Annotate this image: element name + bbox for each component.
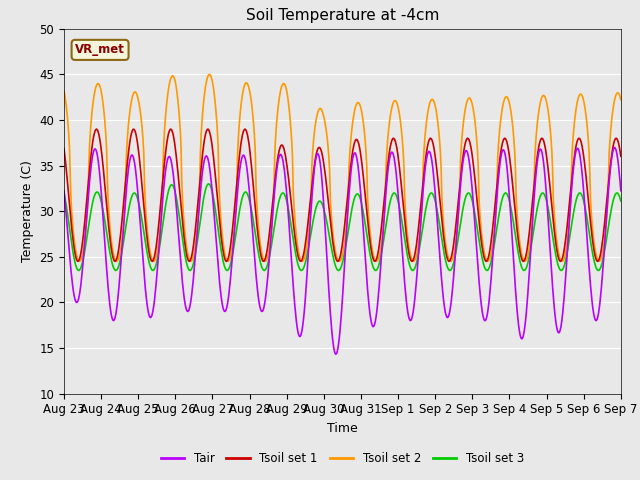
Tsoil set 3 <box>205 181 212 187</box>
Tsoil set 2 <box>617 97 625 103</box>
Line: Tsoil set 2: Tsoil set 2 <box>64 74 621 261</box>
Tair <box>411 296 419 301</box>
Tsoil set 1 <box>60 145 68 151</box>
Tsoil set 2 <box>412 255 419 261</box>
Tsoil set 2 <box>185 255 193 261</box>
Tsoil set 1 <box>74 258 82 264</box>
Tsoil set 1 <box>186 258 193 264</box>
Title: Soil Temperature at -4cm: Soil Temperature at -4cm <box>246 9 439 24</box>
Tsoil set 2 <box>76 258 83 264</box>
Y-axis label: Temperature (C): Temperature (C) <box>21 160 34 262</box>
Tsoil set 1 <box>215 212 223 217</box>
Tair <box>70 292 78 298</box>
Tair <box>332 351 340 357</box>
Tsoil set 2 <box>428 96 436 102</box>
Tsoil set 1 <box>129 127 137 132</box>
Text: VR_met: VR_met <box>75 43 125 56</box>
Tsoil set 2 <box>205 72 213 77</box>
Tsoil set 3 <box>185 266 193 272</box>
Tsoil set 3 <box>128 193 136 199</box>
Line: Tsoil set 3: Tsoil set 3 <box>64 184 621 270</box>
Tair <box>214 253 221 259</box>
Tsoil set 3 <box>75 267 83 273</box>
Tsoil set 3 <box>412 264 419 269</box>
Tair <box>617 188 625 193</box>
Line: Tair: Tair <box>64 147 621 354</box>
Tsoil set 1 <box>617 154 625 159</box>
Tsoil set 1 <box>93 126 100 132</box>
Tsoil set 2 <box>60 88 68 94</box>
Tsoil set 2 <box>70 236 78 241</box>
Tsoil set 1 <box>428 137 436 143</box>
Tsoil set 3 <box>215 232 223 238</box>
Tsoil set 1 <box>412 248 419 253</box>
Tair <box>611 144 618 150</box>
Tsoil set 3 <box>428 190 436 196</box>
Tsoil set 2 <box>128 95 136 101</box>
Line: Tsoil set 1: Tsoil set 1 <box>64 129 621 261</box>
Tsoil set 1 <box>70 245 78 251</box>
X-axis label: Time: Time <box>327 422 358 435</box>
Legend: Tair, Tsoil set 1, Tsoil set 2, Tsoil set 3: Tair, Tsoil set 1, Tsoil set 2, Tsoil se… <box>156 447 529 469</box>
Tair <box>127 153 135 158</box>
Tair <box>184 309 192 314</box>
Tsoil set 3 <box>70 255 78 261</box>
Tsoil set 3 <box>617 198 625 204</box>
Tair <box>428 154 435 159</box>
Tsoil set 3 <box>60 190 68 196</box>
Tsoil set 2 <box>215 179 223 184</box>
Tair <box>60 188 68 193</box>
